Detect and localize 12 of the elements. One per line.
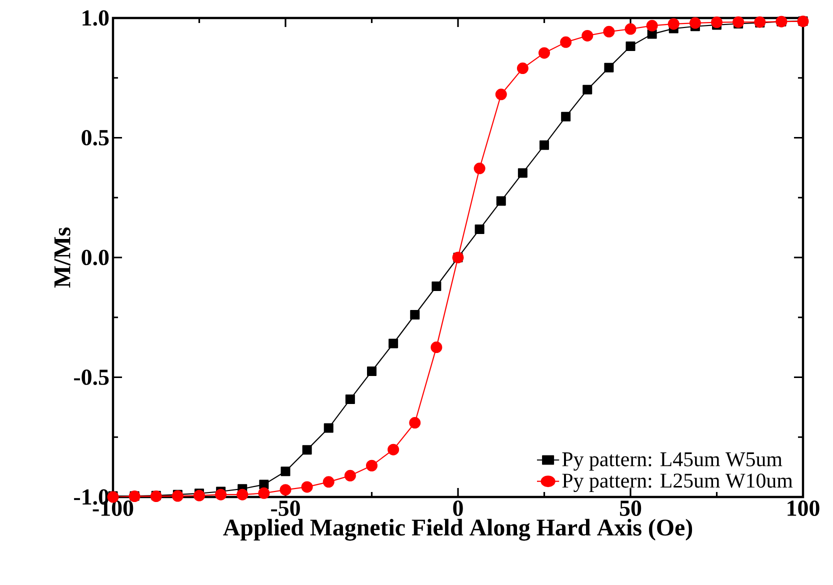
x-tick-label: -50 xyxy=(271,500,300,516)
y-tick-label: 0.5 xyxy=(82,130,109,146)
x-tick-label: 0 xyxy=(453,500,463,516)
y-axis-title: M/Ms xyxy=(54,228,70,288)
x-axis-title: Applied Magnetic Field Along Hard Axis (Oe) xyxy=(223,518,692,541)
legend-label: Py pattern: L25um W10um xyxy=(562,474,793,492)
y-tick-label: 1.0 xyxy=(82,10,109,26)
y-tick-label: -0.5 xyxy=(74,369,109,386)
x-tick-label: 100 xyxy=(788,500,820,516)
legend-label: Py pattern: L45um W5um xyxy=(562,452,782,471)
y-tick-label: 0.0 xyxy=(82,250,109,266)
x-tick-label: 50 xyxy=(620,500,642,516)
